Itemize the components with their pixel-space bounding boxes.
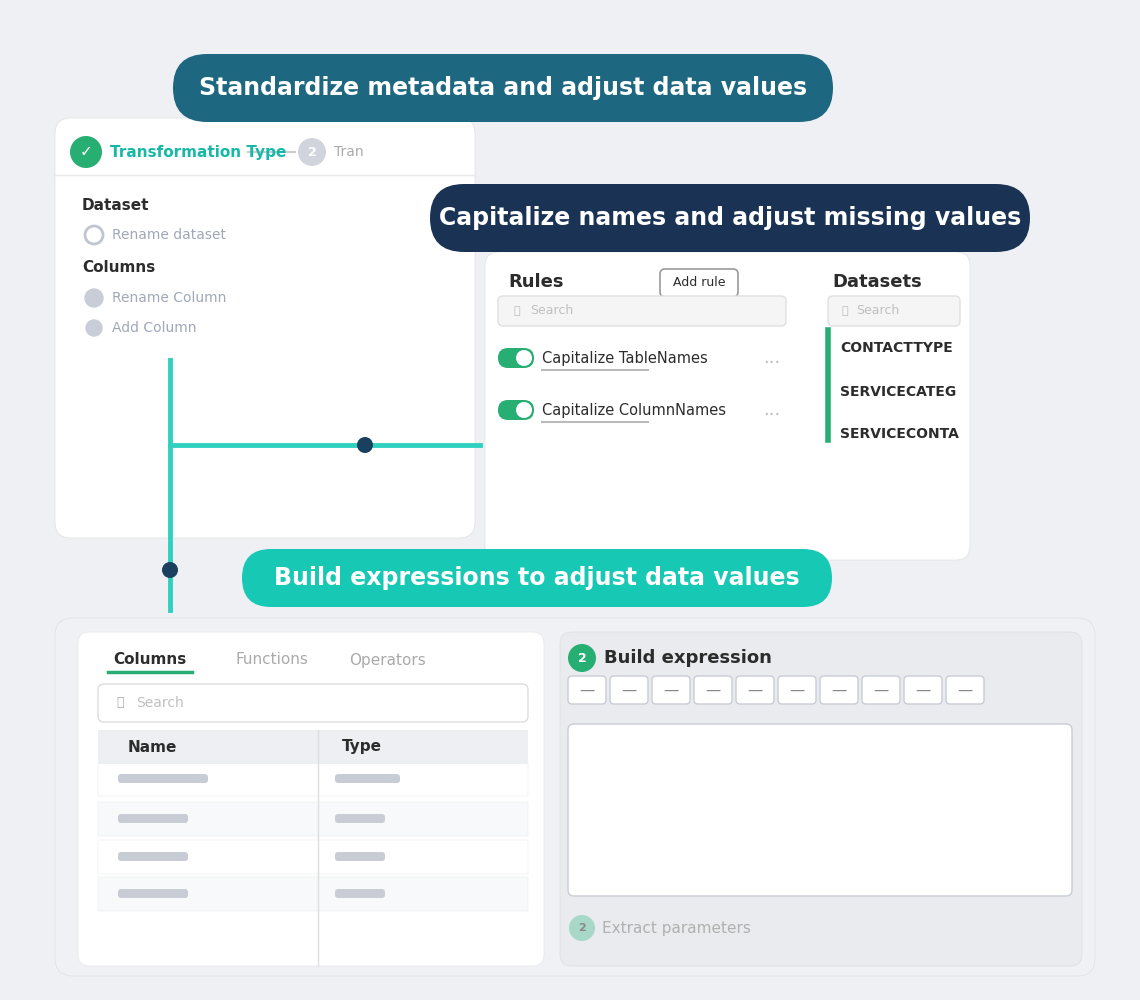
FancyBboxPatch shape bbox=[119, 814, 188, 823]
FancyBboxPatch shape bbox=[242, 549, 832, 607]
FancyBboxPatch shape bbox=[568, 724, 1072, 896]
Text: 🔍: 🔍 bbox=[116, 696, 123, 710]
Text: 2: 2 bbox=[308, 145, 317, 158]
FancyBboxPatch shape bbox=[484, 252, 970, 560]
Text: ✓: ✓ bbox=[80, 144, 92, 159]
Text: —: — bbox=[915, 682, 930, 698]
FancyBboxPatch shape bbox=[498, 348, 534, 368]
Text: ...: ... bbox=[763, 349, 780, 367]
Text: Tran: Tran bbox=[334, 145, 364, 159]
FancyBboxPatch shape bbox=[430, 184, 1031, 252]
FancyBboxPatch shape bbox=[560, 632, 1082, 966]
Circle shape bbox=[568, 644, 596, 672]
FancyBboxPatch shape bbox=[610, 676, 648, 704]
Text: —: — bbox=[748, 682, 763, 698]
Text: CONTACTTYPE: CONTACTTYPE bbox=[840, 341, 953, 355]
Text: Capitalize names and adjust missing values: Capitalize names and adjust missing valu… bbox=[439, 206, 1021, 230]
FancyBboxPatch shape bbox=[904, 676, 942, 704]
Text: Rename Column: Rename Column bbox=[112, 291, 227, 305]
FancyBboxPatch shape bbox=[820, 676, 858, 704]
FancyBboxPatch shape bbox=[335, 814, 385, 823]
FancyBboxPatch shape bbox=[78, 632, 544, 966]
FancyBboxPatch shape bbox=[736, 676, 774, 704]
Text: 🔍: 🔍 bbox=[514, 306, 521, 316]
Text: 🔍: 🔍 bbox=[842, 306, 848, 316]
Text: Type: Type bbox=[342, 740, 382, 754]
FancyBboxPatch shape bbox=[98, 762, 528, 796]
FancyBboxPatch shape bbox=[98, 877, 528, 911]
Text: Add Column: Add Column bbox=[112, 321, 196, 335]
Text: —: — bbox=[789, 682, 805, 698]
Text: Functions: Functions bbox=[236, 652, 309, 668]
Text: —: — bbox=[621, 682, 636, 698]
Circle shape bbox=[162, 562, 178, 578]
FancyBboxPatch shape bbox=[568, 676, 606, 704]
Text: Add rule: Add rule bbox=[673, 276, 725, 290]
Circle shape bbox=[516, 402, 532, 418]
Text: SERVICECATEG: SERVICECATEG bbox=[840, 385, 956, 399]
Text: Name: Name bbox=[128, 740, 178, 754]
FancyBboxPatch shape bbox=[498, 296, 785, 326]
Circle shape bbox=[86, 320, 101, 336]
Text: ...: ... bbox=[763, 401, 780, 419]
FancyBboxPatch shape bbox=[652, 676, 690, 704]
FancyBboxPatch shape bbox=[98, 840, 528, 874]
FancyBboxPatch shape bbox=[660, 269, 738, 297]
FancyBboxPatch shape bbox=[862, 676, 899, 704]
Text: —: — bbox=[706, 682, 720, 698]
Text: Standardize metadata and adjust data values: Standardize metadata and adjust data val… bbox=[200, 76, 807, 100]
Text: 2: 2 bbox=[578, 652, 586, 664]
Text: —: — bbox=[873, 682, 888, 698]
Circle shape bbox=[516, 350, 532, 366]
Text: —: — bbox=[579, 682, 595, 698]
FancyBboxPatch shape bbox=[335, 774, 400, 783]
Text: —: — bbox=[831, 682, 847, 698]
Circle shape bbox=[70, 136, 101, 168]
Circle shape bbox=[569, 915, 595, 941]
FancyBboxPatch shape bbox=[55, 618, 1096, 976]
Text: Build expression: Build expression bbox=[604, 649, 772, 667]
Text: Operators: Operators bbox=[350, 652, 426, 668]
Text: 2: 2 bbox=[578, 923, 586, 933]
Text: Capitalize TableNames: Capitalize TableNames bbox=[542, 351, 708, 365]
Text: Search: Search bbox=[136, 696, 184, 710]
Text: Dataset: Dataset bbox=[82, 198, 149, 213]
FancyBboxPatch shape bbox=[98, 730, 528, 764]
FancyBboxPatch shape bbox=[694, 676, 732, 704]
FancyBboxPatch shape bbox=[777, 676, 816, 704]
FancyBboxPatch shape bbox=[335, 852, 385, 861]
Text: Capitalize ColumnNames: Capitalize ColumnNames bbox=[542, 402, 726, 418]
Circle shape bbox=[357, 437, 373, 453]
Text: Search: Search bbox=[530, 304, 573, 318]
FancyBboxPatch shape bbox=[498, 400, 534, 420]
FancyBboxPatch shape bbox=[119, 889, 188, 898]
Text: Columns: Columns bbox=[82, 260, 155, 275]
Text: Search: Search bbox=[856, 304, 899, 318]
Text: Transformation Type: Transformation Type bbox=[109, 144, 286, 159]
Circle shape bbox=[86, 289, 103, 307]
Text: Rules: Rules bbox=[508, 273, 563, 291]
FancyBboxPatch shape bbox=[173, 54, 833, 122]
Text: Build expressions to adjust data values: Build expressions to adjust data values bbox=[275, 566, 800, 590]
FancyBboxPatch shape bbox=[828, 296, 960, 326]
FancyBboxPatch shape bbox=[946, 676, 984, 704]
Circle shape bbox=[298, 138, 326, 166]
Text: Datasets: Datasets bbox=[832, 273, 922, 291]
Circle shape bbox=[86, 226, 103, 244]
FancyBboxPatch shape bbox=[335, 889, 385, 898]
Text: Columns: Columns bbox=[113, 652, 187, 668]
FancyBboxPatch shape bbox=[55, 118, 475, 538]
FancyBboxPatch shape bbox=[98, 802, 528, 836]
Text: —: — bbox=[663, 682, 678, 698]
Text: SERVICECONTA: SERVICECONTA bbox=[840, 427, 959, 441]
Text: Rename dataset: Rename dataset bbox=[112, 228, 226, 242]
Text: —: — bbox=[958, 682, 972, 698]
FancyBboxPatch shape bbox=[119, 774, 207, 783]
FancyBboxPatch shape bbox=[98, 684, 528, 722]
FancyBboxPatch shape bbox=[119, 852, 188, 861]
Text: Extract parameters: Extract parameters bbox=[602, 920, 751, 936]
